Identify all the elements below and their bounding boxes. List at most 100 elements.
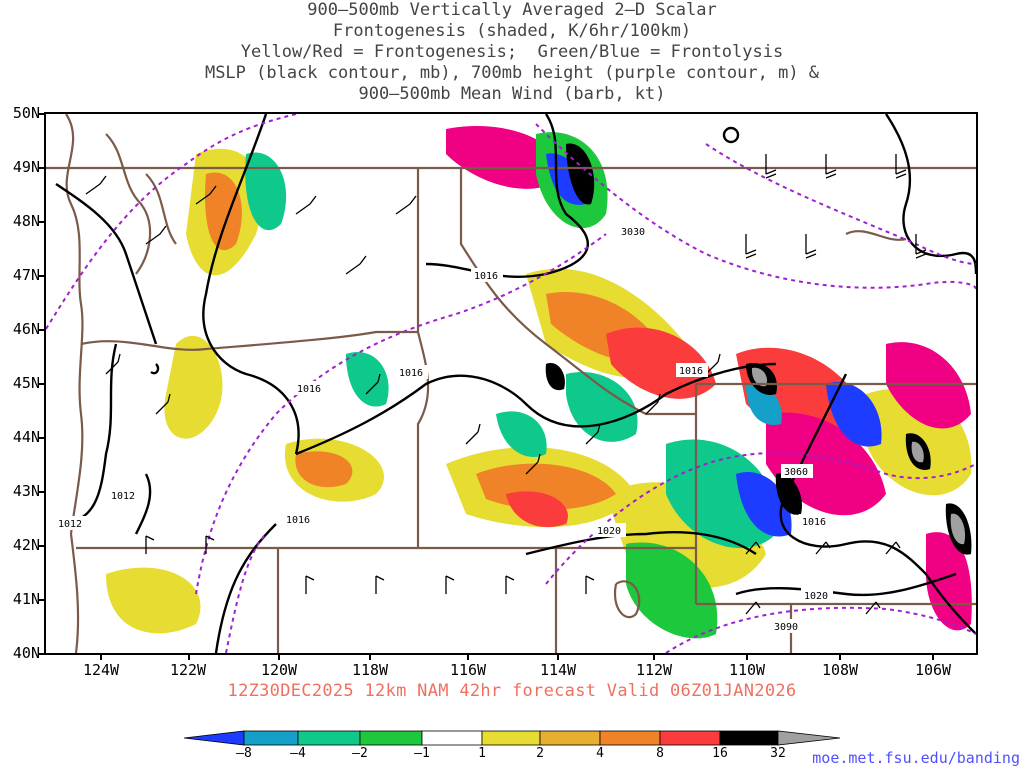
colorbar-label: 32 (770, 746, 786, 761)
colorbar-segment-green (359, 730, 423, 746)
mslp-contours (55, 114, 976, 653)
lat-label-46n: 46N (12, 320, 40, 338)
lon-tick (557, 655, 559, 660)
height-label-text: 3060 (784, 467, 808, 478)
colorbar-label: 2 (536, 746, 544, 761)
colorbar-segment-yellow (481, 730, 541, 746)
lat-label-42n: 42N (12, 536, 40, 554)
mslp-label-text: 1020 (597, 526, 621, 537)
height-label-3: 3090 (771, 619, 803, 633)
map-panel: 1016 1016 1016 1016 1016 1016 (44, 112, 978, 655)
colorbar-label: –4 (290, 746, 306, 761)
lon-tick (188, 655, 190, 660)
mslp-label-4: 1016 (676, 363, 708, 377)
colorbar-label: –2 (352, 746, 368, 761)
colorbar-segment-blue (184, 730, 245, 746)
lat-label-44n: 44N (12, 428, 40, 446)
colorbar-segment-black (719, 730, 779, 746)
lat-tick (38, 383, 44, 385)
height-label-text: 3090 (774, 622, 798, 633)
lon-tick (467, 655, 469, 660)
lon-label-112w: 112W (635, 661, 673, 679)
title-line-3: Yellow/Red = Frontogenesis; Green/Blue =… (240, 42, 784, 62)
lon-tick (278, 655, 280, 660)
title-line-1: 900–500mb Vertically Averaged 2–D Scalar (307, 0, 717, 20)
colorbar-label: 1 (478, 746, 486, 761)
mslp-label-5: 1016 (283, 512, 315, 526)
mslp-label-3: 1016 (396, 365, 428, 379)
height-label-text: 3030 (621, 227, 645, 238)
mslp-label-2: 1016 (294, 381, 326, 395)
lat-tick (38, 599, 44, 601)
title-line-5: 900–500mb Mean Wind (barb, kt) (358, 84, 666, 104)
mslp-label-text: 1016 (802, 517, 826, 528)
lat-label-50n: 50N (12, 104, 40, 122)
mslp-label-text: 1012 (111, 491, 135, 502)
lat-label-43n: 43N (12, 482, 40, 500)
lon-tick (932, 655, 934, 660)
lat-tick (38, 437, 44, 439)
lon-label-124w: 124W (82, 661, 120, 679)
lat-label-49n: 49N (12, 158, 40, 176)
lat-tick (38, 113, 44, 115)
lat-label-48n: 48N (12, 212, 40, 230)
lat-label-40n: 40N (12, 644, 40, 662)
forecast-valid-text: 12Z30DEC2025 12km NAM 42hr forecast Vali… (227, 681, 797, 701)
lon-tick (100, 655, 102, 660)
mslp-label-7: 1012 (108, 488, 140, 502)
title-line-4: MSLP (black contour, mb), 700mb height (… (204, 63, 820, 83)
lon-label-118w: 118W (351, 661, 389, 679)
lat-label-41n: 41N (12, 590, 40, 608)
lon-label-122w: 122W (169, 661, 207, 679)
frontogenesis-map: 1016 1016 1016 1016 1016 1016 (46, 114, 976, 653)
colorbar (184, 730, 841, 746)
height-contours (46, 114, 976, 653)
mslp-label-text: 1012 (58, 519, 82, 530)
colorbar-segment-seafoam (297, 730, 361, 746)
lon-label-120w: 120W (260, 661, 298, 679)
lat-tick (38, 491, 44, 493)
title-block: 900–500mb Vertically Averaged 2–D Scalar… (0, 0, 1024, 105)
height-label-2: 3060 (781, 464, 813, 478)
lat-tick (38, 275, 44, 277)
lon-label-114w: 114W (539, 661, 577, 679)
contour-labels: 1016 1016 1016 1016 1016 1016 (56, 224, 833, 633)
colorbar-label: 4 (596, 746, 604, 761)
colorbar-segment-gray (777, 730, 841, 746)
lat-label-45n: 45N (12, 374, 40, 392)
colorbar-label: 16 (712, 746, 728, 761)
lat-tick (38, 167, 44, 169)
lat-label-47n: 47N (12, 266, 40, 284)
colorbar-segment-red (659, 730, 721, 746)
mslp-label-text: 1016 (679, 366, 703, 377)
lon-tick (369, 655, 371, 660)
mslp-label-text: 1016 (297, 384, 321, 395)
mslp-label-text: 1016 (399, 368, 423, 379)
colorbar-label: –1 (414, 746, 430, 761)
mslp-label-9: 1020 (594, 523, 626, 537)
mslp-label-8: 1012 (56, 516, 88, 530)
lon-label-116w: 116W (449, 661, 487, 679)
mslp-label-text: 1016 (286, 515, 310, 526)
lon-label-108w: 108W (821, 661, 859, 679)
lon-tick (653, 655, 655, 660)
colorbar-segment-white (421, 730, 483, 746)
colorbar-label: 8 (656, 746, 664, 761)
lat-tick (38, 545, 44, 547)
colorbar-segment-orange (599, 730, 661, 746)
mslp-label-1: 1016 (471, 268, 503, 282)
mslp-label-6: 1016 (799, 514, 831, 528)
colorbar-segment-gold (539, 730, 601, 746)
lat-tick (38, 221, 44, 223)
mslp-label-text: 1016 (474, 271, 498, 282)
lat-tick (38, 329, 44, 331)
mslp-label-text: 1020 (804, 591, 828, 602)
site-url-link[interactable]: moe.met.fsu.edu/banding (812, 749, 1020, 767)
height-label-1: 3030 (618, 224, 650, 238)
lon-label-106w: 106W (914, 661, 952, 679)
colorbar-label: –8 (236, 746, 252, 761)
lon-label-110w: 110W (728, 661, 766, 679)
lon-tick (746, 655, 748, 660)
lat-tick (38, 653, 44, 655)
lon-tick (839, 655, 841, 660)
